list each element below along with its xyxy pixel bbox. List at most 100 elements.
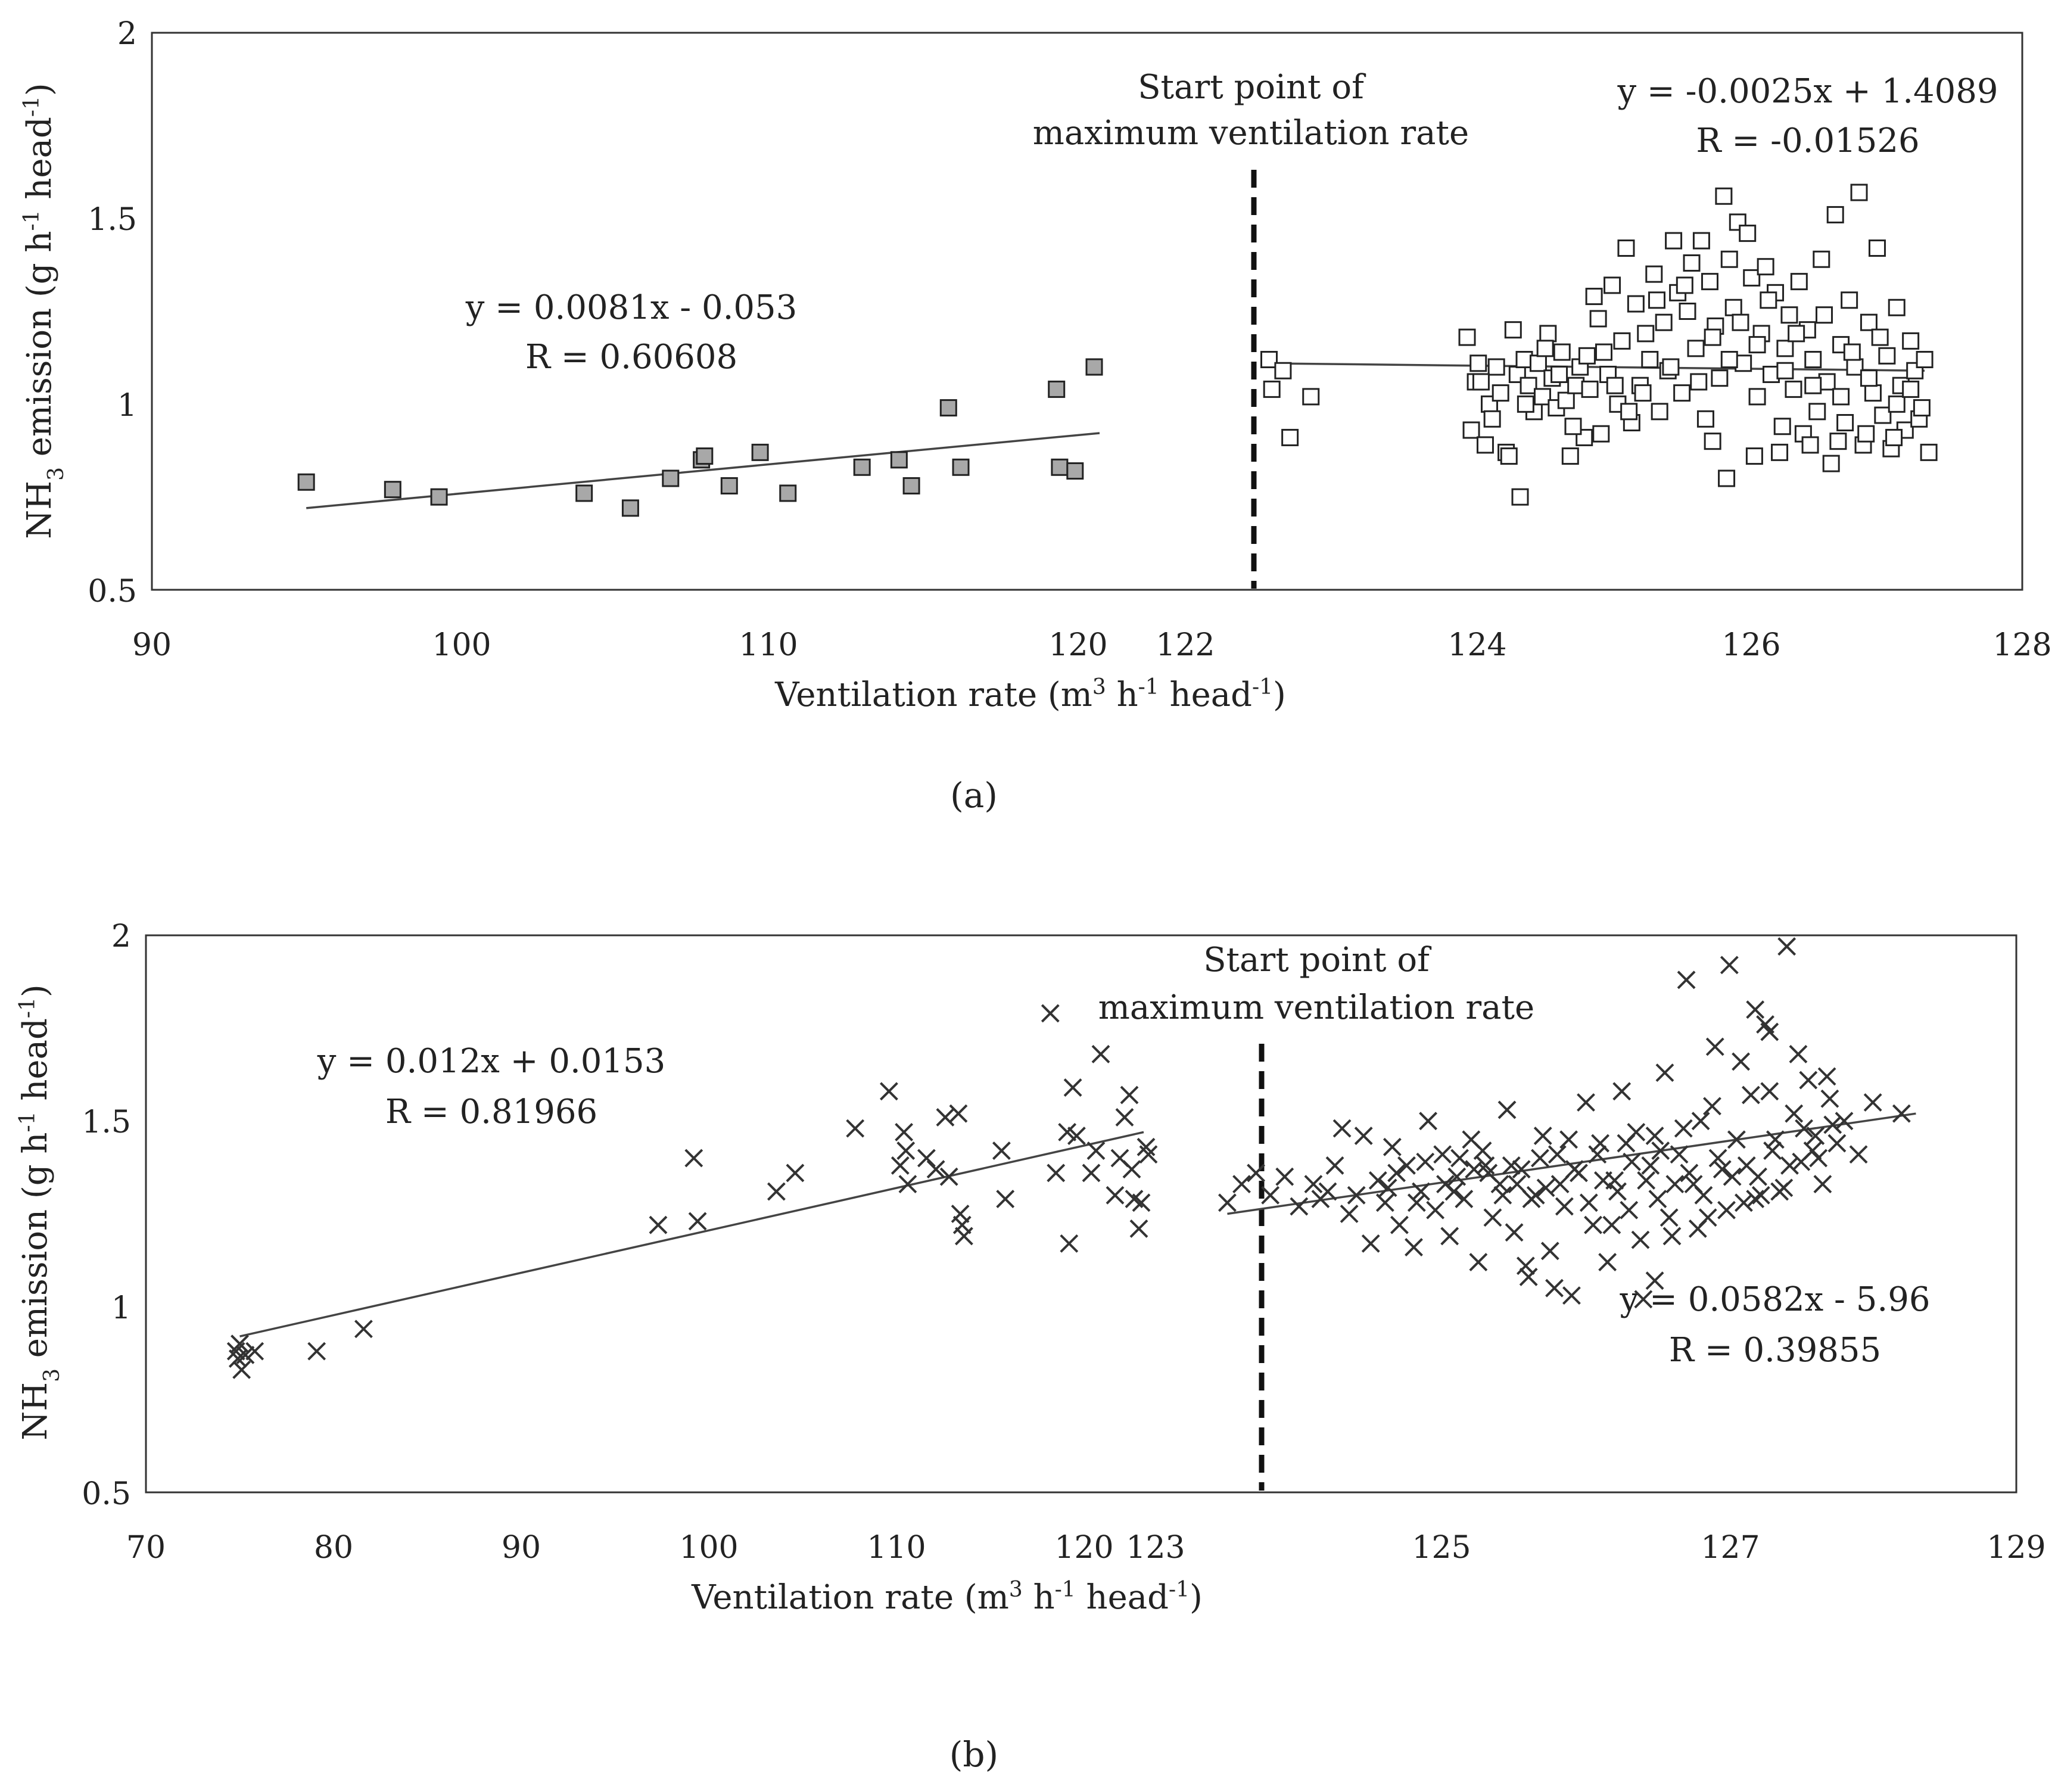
data-point <box>1701 273 1718 291</box>
data-point <box>1290 1197 1309 1216</box>
data-point-stroke <box>1645 1127 1664 1146</box>
data-point-stroke <box>1325 1156 1344 1175</box>
data-point <box>1637 325 1655 343</box>
data-point <box>1780 306 1798 324</box>
data-point-stroke <box>1490 1175 1509 1194</box>
data-point-stroke <box>1766 1130 1785 1149</box>
data-point-stroke <box>1106 1186 1125 1205</box>
data-point <box>1673 384 1691 402</box>
data-point <box>1788 325 1805 343</box>
data-point <box>1763 365 1780 383</box>
data-point <box>1777 937 1797 956</box>
data-point-stroke <box>1602 1215 1621 1234</box>
data-point-stroke <box>767 1182 786 1201</box>
data-point <box>1497 1100 1517 1119</box>
data-point <box>1829 433 1847 450</box>
data-point <box>1091 1045 1110 1063</box>
data-point-stroke <box>307 1342 326 1361</box>
data-point <box>1641 351 1659 369</box>
data-point-stroke <box>891 1156 910 1175</box>
data-point-stroke <box>1749 1167 1767 1186</box>
data-point-stroke <box>1508 1175 1527 1194</box>
x-axis-ticks: 70 80 90 100 110 120 123 125 127 129 <box>126 1530 2046 1566</box>
data-point <box>1604 276 1621 294</box>
data-point <box>890 451 908 469</box>
data-point <box>1086 1141 1106 1160</box>
data-point <box>1760 1082 1779 1101</box>
data-point <box>1773 418 1791 435</box>
data-point <box>1550 1175 1570 1194</box>
data-point-stroke <box>1737 1156 1756 1175</box>
data-point-stroke <box>1579 1193 1598 1212</box>
data-point <box>1063 1078 1082 1097</box>
data-point <box>1888 395 1906 413</box>
data-point-stroke <box>1536 1178 1555 1197</box>
x-tick-label: 124 <box>1447 627 1506 663</box>
data-point <box>1874 406 1892 424</box>
data-point-stroke <box>1648 1190 1667 1208</box>
data-point-stroke <box>1708 1149 1727 1168</box>
data-point <box>1447 1167 1467 1186</box>
data-point-stroke <box>1720 956 1739 975</box>
data-point-stroke <box>1247 1163 1265 1183</box>
data-point <box>1115 1108 1134 1127</box>
data-point <box>1623 1152 1641 1171</box>
data-point-stroke <box>917 1149 936 1168</box>
x-tick-label: 122 <box>1156 627 1215 663</box>
data-point-stroke <box>1598 1253 1617 1271</box>
data-point <box>1694 1186 1713 1205</box>
data-point-stroke <box>354 1320 373 1339</box>
data-point <box>1505 1223 1524 1242</box>
data-point <box>1857 425 1875 443</box>
data-point-stroke <box>1735 1193 1753 1212</box>
data-point <box>1617 1134 1636 1153</box>
data-point <box>1473 1141 1492 1160</box>
data-point <box>1723 1167 1742 1186</box>
data-point-stroke <box>1493 1186 1512 1205</box>
data-marks <box>226 937 1916 1379</box>
data-point-stroke <box>1641 1156 1660 1175</box>
data-point <box>1591 1134 1609 1153</box>
data-point <box>1743 269 1761 287</box>
data-point <box>1813 250 1830 268</box>
y-axis-ticks: 2 1.5 1 0.5 <box>82 919 131 1512</box>
data-point <box>1724 298 1742 316</box>
data-point <box>1531 1149 1549 1168</box>
data-point <box>1416 1152 1435 1171</box>
data-point <box>1637 1171 1656 1190</box>
data-point-stroke <box>1780 1156 1799 1175</box>
data-point <box>1757 258 1774 276</box>
data-point-stroke <box>1387 1163 1406 1183</box>
data-point-stroke <box>1082 1163 1101 1183</box>
data-point <box>1687 340 1705 357</box>
data-point <box>1849 1145 1868 1164</box>
data-point <box>1827 1134 1847 1153</box>
data-point-stroke <box>1041 1004 1060 1023</box>
data-point-stroke <box>895 1122 914 1141</box>
data-point <box>917 1149 936 1168</box>
data-point <box>1688 1219 1707 1238</box>
data-point-stroke <box>1137 1137 1156 1156</box>
data-point <box>1627 295 1645 313</box>
data-point <box>1529 354 1547 372</box>
data-point <box>1835 1112 1854 1131</box>
data-point-stroke <box>1419 1112 1437 1131</box>
data-point <box>1832 388 1850 406</box>
data-point-stroke <box>1304 1175 1323 1194</box>
data-point <box>1720 351 1738 369</box>
data-point <box>1715 187 1733 205</box>
y-tick-label: 2 <box>111 919 131 954</box>
data-point-stroke <box>1058 1122 1077 1141</box>
data-point <box>1592 425 1610 443</box>
data-point-stroke <box>1827 1134 1847 1153</box>
data-point <box>1746 1190 1765 1208</box>
series-1-r: R = 0.60608 <box>525 338 737 377</box>
data-point <box>1487 358 1505 376</box>
data-point <box>1648 291 1665 309</box>
data-point <box>1713 1160 1732 1179</box>
data-point-stroke <box>1588 1145 1607 1164</box>
data-point <box>1655 313 1673 331</box>
data-point <box>1806 1127 1825 1146</box>
data-point-stroke <box>1645 1271 1664 1290</box>
